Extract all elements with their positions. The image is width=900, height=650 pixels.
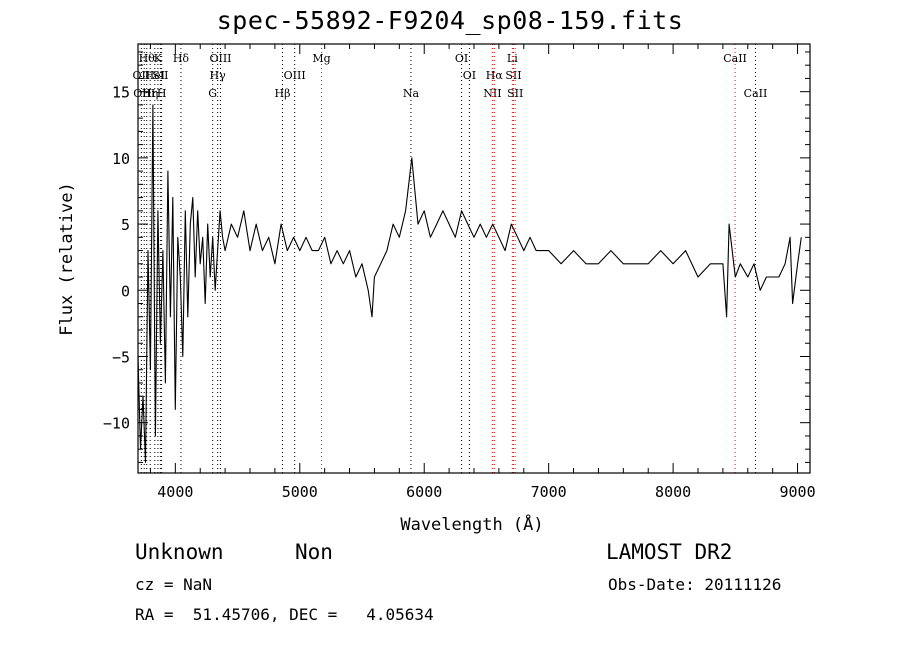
marker-label-15: Na	[403, 87, 420, 100]
marker-label-9: G	[208, 87, 217, 100]
y-tick-label-5: 15	[112, 84, 130, 102]
marker-label-14: Mg	[312, 52, 330, 65]
x-tick-label-0: 4000	[157, 483, 193, 501]
marker-label-23: CaII	[723, 52, 747, 65]
line-markers: OIIOIIIHθHηHeIKHSIIHδGHγOIIIHβOIIIMgNaOI…	[133, 44, 768, 473]
marker-label-22: SII	[507, 87, 523, 100]
marker-label-24: CaII	[744, 87, 768, 100]
object-subclass: Non	[295, 540, 333, 564]
spectrum-series	[137, 104, 802, 463]
x-tick-label-2: 6000	[406, 483, 442, 501]
y-tick-label-4: 10	[112, 150, 130, 168]
y-axis-label: Flux (relative)	[57, 182, 77, 336]
marker-label-7: SII	[152, 69, 168, 82]
marker-label-12: Hβ	[275, 87, 291, 100]
marker-label-6: H	[157, 87, 167, 100]
survey-label: LAMOST DR2	[606, 540, 733, 564]
x-axis-label: Wavelength (Å)	[400, 513, 543, 535]
x-axis: 4000 5000 6000 7000 8000 9000	[149, 44, 816, 501]
object-class: Unknown	[135, 540, 224, 564]
x-tick-label-4: 8000	[655, 483, 691, 501]
marker-label-21: SII	[505, 69, 521, 82]
x-tick-label-5: 9000	[779, 483, 815, 501]
plot-frame	[137, 43, 811, 474]
x-tick-label-3: 7000	[531, 483, 567, 501]
y-tick-label-0: −10	[103, 415, 130, 433]
x-tick-label-1: 5000	[282, 483, 318, 501]
marker-label-2: Hθ	[139, 52, 156, 65]
obs-date: Obs-Date: 20111126	[608, 575, 782, 594]
marker-label-16: OI	[455, 52, 468, 65]
y-tick-label-2: 0	[121, 282, 130, 300]
marker-label-11: OIII	[209, 52, 231, 65]
marker-label-10: Hγ	[210, 69, 227, 82]
y-axis: −10 −5 0 5 10 15	[103, 51, 810, 463]
spectrum-line-0	[137, 104, 802, 463]
marker-label-8: Hδ	[173, 52, 190, 65]
marker-label-13: OIII	[284, 69, 306, 82]
marker-label-18: NII	[483, 87, 501, 100]
y-tick-label-1: −5	[112, 348, 130, 366]
marker-label-5: K	[154, 52, 163, 65]
ra-dec-coordinates: RA = 51.45706, DEC = 4.05634	[135, 605, 434, 624]
y-tick-label-3: 5	[121, 216, 130, 234]
marker-label-17: OI	[463, 69, 476, 82]
marker-label-19: Hα	[486, 69, 504, 82]
marker-label-20: Li	[507, 52, 518, 65]
marker-label-0: OII	[133, 69, 151, 82]
marker-label-3: Hη	[142, 87, 158, 100]
redshift-cz: cz = NaN	[135, 575, 213, 594]
chart-title: spec-55892-F9204_sp08-159.fits	[216, 6, 684, 35]
